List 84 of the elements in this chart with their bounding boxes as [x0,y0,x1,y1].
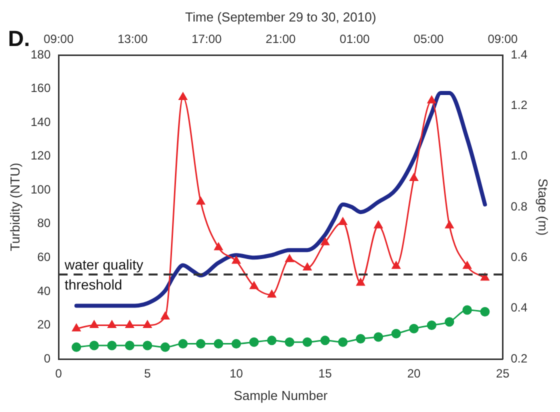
x2-tick-label: 01:00 [340,32,370,46]
point [72,342,82,352]
point [302,337,312,347]
point [124,340,134,350]
y-tick-label: 80 [37,216,51,230]
ref-line-label: water quality threshold [64,256,144,292]
point [320,238,330,246]
point [391,328,401,338]
x2-tick-label: 09:00 [488,32,518,46]
point [142,340,152,350]
x-tick-label: 15 [318,366,332,381]
point [268,290,276,298]
point [462,305,472,315]
x-tick-label: 10 [230,366,244,381]
y2-tick-label: 0.4 [510,300,528,315]
point [356,334,366,344]
point [320,336,330,346]
y2-axis-title: Stage (m) [536,178,551,236]
y-tick-label: 40 [37,284,51,298]
point [214,339,224,349]
point [143,320,152,328]
point [284,337,294,347]
y2-tick-label: 1.4 [510,47,528,62]
point [89,340,99,350]
point [108,320,116,328]
point [409,324,419,334]
y2-tick-label: 0.8 [510,199,528,214]
x-tick-label: 5 [144,366,152,381]
point [285,254,294,262]
x2-tick-label: 21:00 [266,32,296,46]
x-tick-label: 25 [496,366,510,381]
y-tick-label: 120 [30,148,51,163]
point [90,320,98,328]
y2-tick-label: 0.2 [510,351,528,366]
point [392,261,400,269]
x2-tick-label: 05:00 [414,32,444,46]
point [426,320,436,330]
point [196,339,206,349]
point [160,312,170,320]
y-tick-label: 0 [44,351,51,366]
chart-title: D. [8,26,30,52]
y-tick-label: 180 [30,47,51,62]
point [480,273,490,281]
x-axis-title: Sample Number [234,388,328,403]
x2-tick-label: 09:00 [44,32,74,46]
y2-tick-label: 1.2 [510,98,528,112]
point [214,242,223,250]
point [196,197,205,205]
point [445,220,454,228]
y-tick-label: 20 [37,318,51,332]
y-tick-label: 60 [37,250,51,264]
point [374,332,384,342]
x2-tick-label: 17:00 [192,32,222,46]
point [160,342,170,352]
y-tick-label: 160 [30,81,51,96]
point [338,217,348,225]
point [178,339,188,349]
x2-axis-title: Time (September 29 to 30, 2010) [185,9,376,24]
point [125,320,134,328]
x-tick-label: 0 [55,366,62,381]
point [72,324,81,332]
point [356,278,365,286]
y2-tick-label: 1.0 [510,148,528,163]
point [462,261,472,269]
point [107,340,117,350]
point [338,337,348,347]
x2-tick-label: 13:00 [118,32,148,46]
y2-tick-label: 0.6 [510,250,528,264]
y-tick-label: 140 [30,114,51,129]
point [480,306,490,316]
point [303,263,312,271]
point [374,220,383,228]
point [232,339,242,349]
y-tick-label: 100 [30,182,51,196]
point [178,92,188,100]
point [444,317,454,327]
point [410,174,418,182]
point [427,96,436,104]
point [250,282,258,290]
y-axis-title: Turbidity (NTU) [7,162,22,252]
x-tick-label: 20 [407,366,421,381]
point [249,337,259,347]
point [232,256,240,264]
point [267,336,277,346]
